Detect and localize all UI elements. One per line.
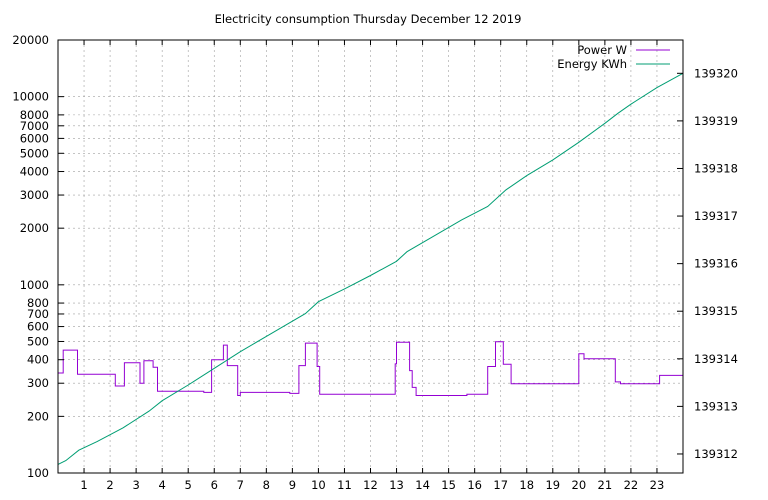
y2-tick-label: 139313 <box>694 399 738 413</box>
tick-layer: 1 2 3 4 5 6 7 8 9 10 11 12 13 14 15 16 17 18 19 20 21 22 23100… <box>12 33 738 492</box>
y-tick-label: 200 <box>27 409 49 423</box>
y-tick-label: 500 <box>27 334 49 348</box>
x-tick-label: 21 <box>598 478 613 492</box>
series-line-energy <box>57 72 684 465</box>
legend-label-energy: Energy KWh <box>557 57 627 71</box>
x-tick-label: 3 <box>132 478 139 492</box>
x-tick-label: 18 <box>519 478 534 492</box>
y-tick-label: 800 <box>27 296 49 310</box>
y-tick-label: 700 <box>27 307 49 321</box>
x-tick-label: 12 <box>363 478 378 492</box>
series-line-power <box>58 341 684 396</box>
x-tick-label: 19 <box>545 478 560 492</box>
y-tick-label: 2000 <box>20 221 49 235</box>
y-tick-label: 3000 <box>20 188 49 202</box>
y-tick-label: 1000 <box>20 278 49 292</box>
y2-tick-label: 139319 <box>694 114 738 128</box>
y-tick-label: 400 <box>27 353 49 367</box>
y-tick-label: 20000 <box>12 33 49 47</box>
y-tick-label: 100 <box>27 466 49 480</box>
y2-tick-label: 139312 <box>694 447 738 461</box>
x-tick-label: 16 <box>467 478 482 492</box>
y-tick-label: 7000 <box>20 119 49 133</box>
x-tick-label: 10 <box>311 478 326 492</box>
y-tick-label: 5000 <box>20 146 49 160</box>
x-tick-label: 17 <box>493 478 508 492</box>
y2-tick-label: 139318 <box>694 161 738 175</box>
x-tick-label: 7 <box>237 478 244 492</box>
x-tick-label: 15 <box>441 478 456 492</box>
x-tick-label: 8 <box>263 478 270 492</box>
y2-tick-label: 139314 <box>694 352 738 366</box>
y-tick-label: 300 <box>27 376 49 390</box>
y2-tick-label: 139316 <box>694 257 738 271</box>
y-tick-label: 4000 <box>20 165 49 179</box>
x-tick-label: 11 <box>337 478 352 492</box>
y2-tick-label: 139317 <box>694 209 738 223</box>
x-tick-label: 4 <box>159 478 166 492</box>
legend-label-power: Power W <box>577 43 627 57</box>
series-layer <box>57 72 684 465</box>
y-tick-label: 10000 <box>12 90 49 104</box>
y2-tick-label: 139320 <box>694 66 738 80</box>
x-tick-label: 13 <box>389 478 404 492</box>
x-tick-label: 1 <box>80 478 87 492</box>
x-tick-label: 2 <box>106 478 113 492</box>
x-tick-label: 14 <box>415 478 430 492</box>
y2-tick-label: 139315 <box>694 304 738 318</box>
y-tick-label: 600 <box>27 320 49 334</box>
y-tick-label: 8000 <box>20 108 49 122</box>
x-tick-label: 23 <box>650 478 665 492</box>
chart-title: Electricity consumption Thursday Decembe… <box>215 12 522 26</box>
x-tick-label: 22 <box>624 478 639 492</box>
x-tick-label: 20 <box>572 478 587 492</box>
legend: Power W Energy KWh <box>557 43 670 71</box>
x-tick-label: 6 <box>211 478 218 492</box>
x-tick-label: 5 <box>185 478 192 492</box>
x-tick-label: 9 <box>289 478 296 492</box>
y-tick-label: 6000 <box>20 131 49 145</box>
grid-layer <box>58 40 683 473</box>
